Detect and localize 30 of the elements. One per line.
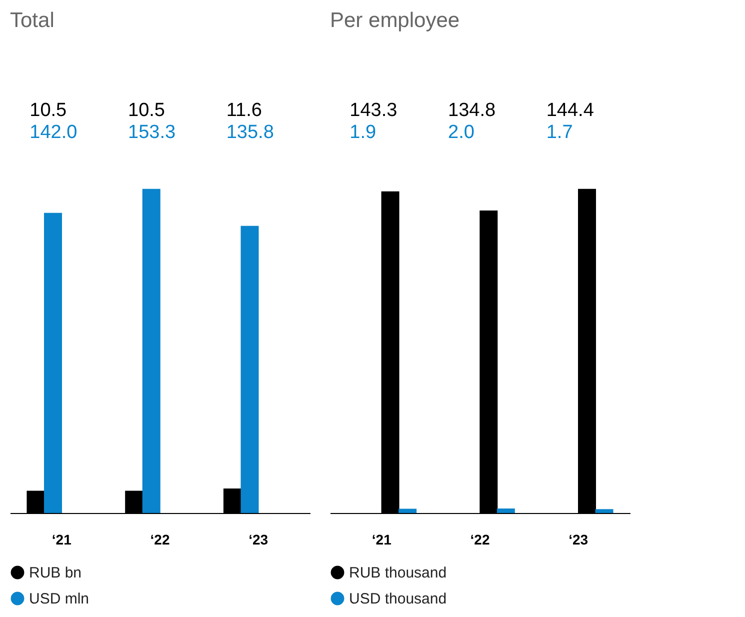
bar xyxy=(595,509,614,513)
legend-label: USD thousand xyxy=(349,590,447,608)
x-tick-label: ‘21 xyxy=(372,532,392,548)
data-label: 144.4 xyxy=(546,100,594,121)
bar xyxy=(398,508,417,513)
data-label: 1.7 xyxy=(546,122,573,143)
data-label: 1.9 xyxy=(350,122,376,143)
data-label: 143.3 xyxy=(350,100,398,121)
chart-title: Total xyxy=(10,9,54,32)
data-label: 11.6 xyxy=(226,100,262,121)
x-tick-label: ‘22 xyxy=(470,532,490,548)
data-label: 10.5 xyxy=(30,100,67,121)
legend-label: USD mln xyxy=(29,590,90,608)
x-tick-label: ‘22 xyxy=(150,532,170,548)
x-tick-label: ‘23 xyxy=(248,532,268,548)
data-label: 153.3 xyxy=(128,122,176,143)
x-tick-label: ‘21 xyxy=(52,532,72,548)
data-label: 135.8 xyxy=(226,122,274,143)
legend-label: RUB thousand xyxy=(349,564,447,582)
bar xyxy=(240,226,259,513)
data-label: 2.0 xyxy=(448,122,474,143)
legend-label: RUB bn xyxy=(29,564,82,582)
bar xyxy=(496,508,515,513)
x-tick-label: ‘23 xyxy=(568,532,588,548)
bar xyxy=(44,212,62,513)
bar xyxy=(142,188,160,513)
data-label: 10.5 xyxy=(128,100,165,121)
chart-title: Per employee xyxy=(330,9,460,32)
data-label: 134.8 xyxy=(448,100,496,121)
data-label: 142.0 xyxy=(30,122,78,143)
